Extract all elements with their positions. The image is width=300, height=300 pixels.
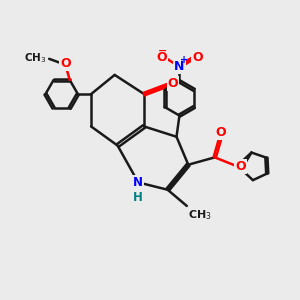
- Text: O: O: [60, 57, 71, 70]
- Text: N: N: [174, 60, 184, 73]
- Text: O: O: [236, 160, 246, 173]
- Text: O: O: [156, 51, 167, 64]
- Text: O: O: [168, 77, 178, 90]
- Text: H: H: [133, 191, 143, 204]
- Text: +: +: [180, 55, 188, 65]
- Text: CH$_3$: CH$_3$: [24, 51, 47, 65]
- Text: N: N: [133, 176, 143, 189]
- Text: O: O: [192, 51, 203, 64]
- Text: O: O: [215, 126, 226, 140]
- Text: CH$_3$: CH$_3$: [188, 208, 212, 222]
- Text: −: −: [158, 46, 167, 56]
